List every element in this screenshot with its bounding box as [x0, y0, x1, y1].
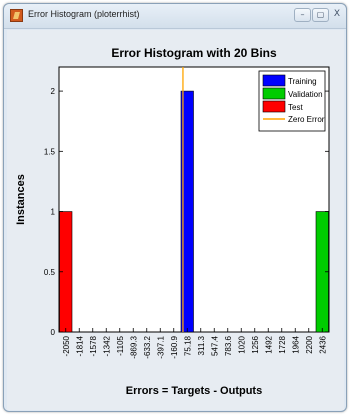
y-tick-label: 2	[51, 87, 56, 96]
legend-swatch-training	[262, 74, 286, 87]
x-tick-label: 2200	[305, 335, 314, 353]
error-histogram-chart: Error Histogram with 20 Bins 0 0.5 1 1.5 2 -…	[15, 46, 330, 397]
matlab-icon	[10, 9, 23, 22]
x-axis-label: Errors = Targets - Outputs	[126, 385, 262, 397]
legend-label-validation: Validation	[288, 90, 323, 99]
legend-label-zero-error: Zero Error	[288, 115, 325, 124]
x-tick-label: 311.3	[197, 335, 206, 355]
chart-title: Error Histogram with 20 Bins	[111, 46, 277, 60]
legend-swatch-validation	[262, 87, 286, 100]
legend-label-training: Training	[288, 77, 317, 86]
maximize-button[interactable]: ▢	[312, 8, 329, 22]
x-tick-label: -633.2	[143, 335, 152, 358]
x-tick-label: 1020	[237, 335, 246, 353]
x-tick-label: -1578	[89, 335, 98, 356]
x-axis-ticks: -2050 -1814 -1578 -1342 -1105 -869.3 -633.2 -39…	[62, 328, 327, 359]
x-tick-label: 1256	[251, 335, 260, 353]
x-tick-label: 75.18	[183, 335, 192, 356]
legend-swatch-test	[262, 100, 286, 113]
error-histogram-window: Error Histogram (ploterrhist) – ▢ X Erro…	[3, 3, 347, 412]
x-tick-label: 2436	[318, 335, 327, 353]
y-tick-label: 1.5	[44, 147, 56, 156]
bars-group	[59, 90, 329, 333]
title-bar[interactable]: Error Histogram (ploterrhist) – ▢ X	[4, 4, 346, 29]
y-tick-label: 1	[51, 208, 56, 217]
x-tick-label: -397.1	[156, 335, 165, 358]
y-tick-label: 0.5	[44, 268, 56, 277]
x-tick-label: -2050	[62, 335, 71, 356]
y-tick-label: 0	[51, 328, 56, 337]
x-tick-label: -1814	[75, 335, 84, 356]
y-axis-label: Instances	[15, 174, 27, 225]
y-axis-ticks: 0 0.5 1 1.5 2	[44, 87, 329, 337]
x-tick-label: -1105	[116, 335, 125, 355]
legend-label-test: Test	[288, 103, 303, 112]
x-tick-label: -869.3	[129, 335, 138, 358]
x-tick-label: 1492	[264, 335, 273, 353]
x-tick-label: -160.9	[170, 335, 179, 358]
minimize-button[interactable]: –	[294, 8, 311, 22]
x-tick-label: 783.6	[224, 335, 233, 356]
close-button[interactable]: X	[333, 9, 341, 19]
figure-area: Error Histogram with 20 Bins 0 0.5 1 1.5 2 -…	[7, 30, 344, 410]
x-tick-label: 547.4	[210, 335, 219, 356]
legend: Training Validation Test Zero Error	[258, 70, 326, 132]
window-title: Error Histogram (ploterrhist)	[28, 9, 140, 19]
x-tick-label: 1964	[291, 335, 300, 353]
x-tick-label: -1342	[102, 335, 111, 356]
x-tick-label: 1728	[278, 335, 287, 353]
